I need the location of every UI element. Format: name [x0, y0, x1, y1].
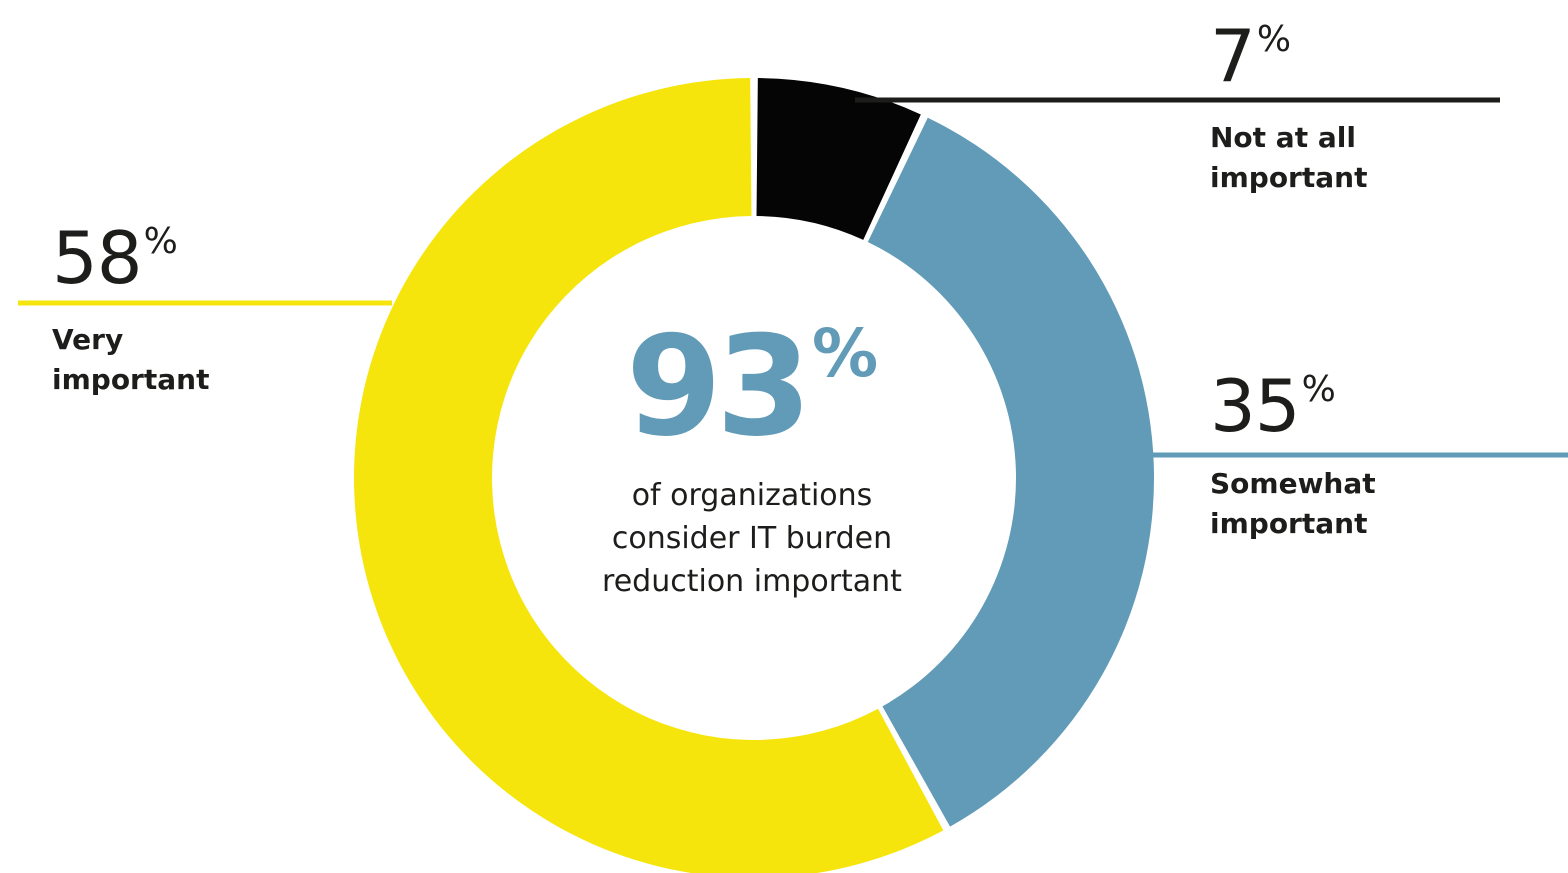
center-percentage: 93%	[625, 306, 879, 467]
callout-value: 35%	[1210, 364, 1336, 448]
donut-slices	[354, 78, 1154, 873]
callout-label: Somewhat important	[1210, 467, 1376, 540]
callout-label: Very important	[52, 323, 210, 396]
callout-somewhat-important: 35% Somewhat important	[1210, 370, 1420, 544]
callout-label: Not at all important	[1210, 121, 1368, 194]
callout-value: 58%	[52, 216, 178, 300]
callout-very-important: 58% Very important	[52, 222, 262, 400]
callout-not-important: 7% Not at all important	[1210, 20, 1420, 198]
center-caption: of organizations consider IT burden redu…	[602, 478, 902, 599]
slice-some	[867, 117, 1154, 827]
center-summary: 93% of organizations consider IT burden …	[552, 318, 952, 603]
callout-leader-lines	[18, 97, 1568, 458]
slice-not	[756, 78, 921, 240]
slice-very	[354, 78, 944, 873]
callout-value: 7%	[1210, 14, 1291, 98]
